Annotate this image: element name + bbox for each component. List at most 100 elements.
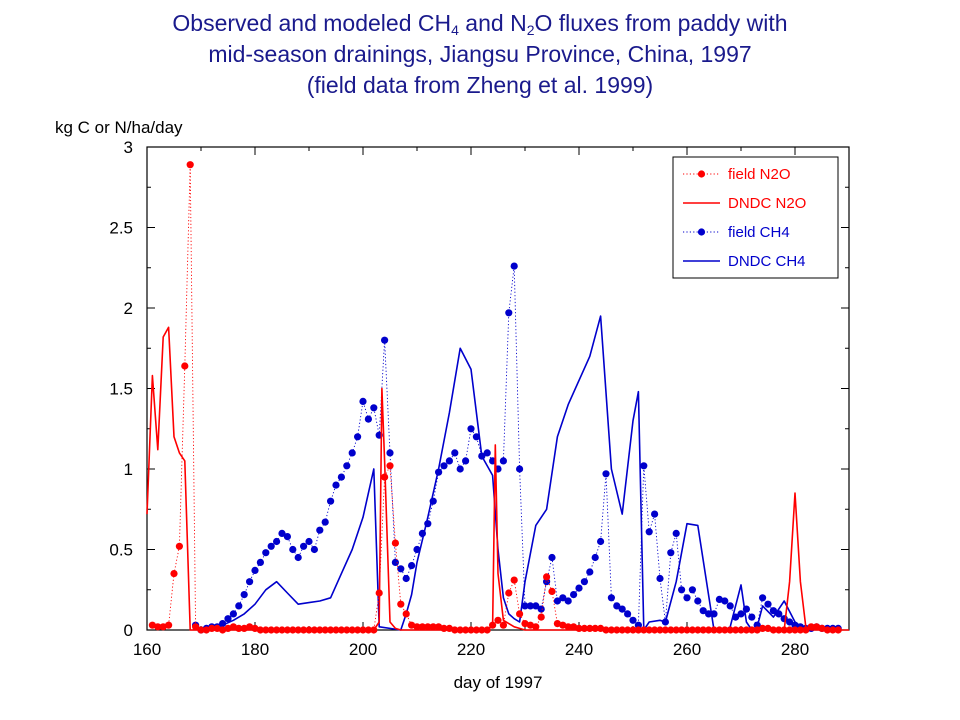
point-field-n2o <box>246 623 254 631</box>
legend-item-dndc-ch4: DNDC CH4 <box>683 253 806 270</box>
point-field-ch4 <box>294 553 302 562</box>
point-field-n2o <box>397 600 405 608</box>
point-field-n2o <box>424 623 432 631</box>
point-field-n2o <box>159 623 167 631</box>
point-field-ch4 <box>570 591 578 599</box>
point-field-n2o <box>435 623 443 631</box>
point-field-n2o <box>532 623 540 631</box>
x-tick-label: 240 <box>565 640 593 659</box>
point-field-ch4 <box>327 497 335 505</box>
point-field-ch4 <box>472 433 480 441</box>
point-field-ch4 <box>580 578 589 586</box>
series-dndc-ch4 <box>200 315 807 631</box>
legend-label: DNDC N2O <box>728 195 806 212</box>
legend-label: field N2O <box>728 166 791 183</box>
point-field-ch4 <box>224 615 232 623</box>
point-field-ch4 <box>726 602 734 610</box>
point-field-ch4 <box>786 618 794 626</box>
point-field-ch4 <box>591 553 599 562</box>
y-axis-label: kg C or N/ha/day <box>55 118 183 137</box>
point-field-n2o <box>429 623 437 631</box>
point-field-n2o <box>510 576 518 584</box>
point-field-ch4 <box>602 470 610 478</box>
point-field-n2o <box>170 570 178 578</box>
point-field-ch4 <box>499 457 507 465</box>
point-field-ch4 <box>456 465 464 473</box>
y-tick-label: 1.5 <box>109 380 133 399</box>
point-field-ch4 <box>289 545 297 554</box>
point-field-n2o <box>813 623 821 631</box>
point-field-ch4 <box>354 433 362 441</box>
point-field-ch4 <box>235 602 243 610</box>
point-field-ch4 <box>262 549 270 557</box>
point-field-ch4 <box>267 542 275 550</box>
point-field-n2o <box>181 362 189 370</box>
point-field-n2o <box>526 621 535 629</box>
point-field-ch4 <box>553 597 562 605</box>
point-field-ch4 <box>413 545 421 554</box>
point-field-n2o <box>564 623 572 631</box>
point-field-n2o <box>413 623 421 631</box>
point-field-ch4 <box>256 558 264 567</box>
point-field-ch4 <box>640 462 648 470</box>
point-field-ch4 <box>445 457 453 465</box>
point-field-ch4 <box>678 586 686 594</box>
legend-item-dndc-n2o: DNDC N2O <box>683 195 806 212</box>
title-line-3: (field data from Zheng et al. 1999) <box>306 72 654 98</box>
series-layer <box>146 161 849 634</box>
point-field-ch4 <box>364 415 372 423</box>
line-field-ch4 <box>195 266 839 631</box>
point-field-ch4 <box>645 528 653 536</box>
x-tick-label: 220 <box>457 640 485 659</box>
point-field-ch4 <box>348 449 356 457</box>
point-field-ch4 <box>483 449 491 457</box>
point-field-n2o <box>516 610 524 618</box>
point-field-ch4 <box>505 309 513 317</box>
point-field-n2o <box>537 613 545 621</box>
point-field-ch4 <box>321 518 329 526</box>
point-field-ch4 <box>278 529 286 538</box>
point-field-n2o <box>386 462 394 470</box>
point-field-ch4 <box>240 591 248 599</box>
point-field-n2o <box>796 626 805 634</box>
point-field-ch4 <box>467 425 475 433</box>
y-tick-label: 0.5 <box>109 541 133 560</box>
axis-ticks: 160 180 200 220 240 260 280 0 0.5 1 1.5 2 2.5 3 <box>109 138 849 659</box>
point-field-n2o <box>148 621 156 629</box>
point-field-ch4 <box>359 397 367 405</box>
series-dndc-n2o <box>146 326 849 631</box>
point-field-ch4 <box>397 565 405 573</box>
point-field-n2o <box>521 620 529 628</box>
point-field-ch4 <box>408 562 416 570</box>
x-tick-label: 160 <box>133 640 161 659</box>
point-field-n2o <box>165 621 173 629</box>
point-field-ch4 <box>607 594 616 602</box>
line-dndc-n2o <box>146 326 849 631</box>
point-field-n2o <box>543 573 551 581</box>
point-field-ch4 <box>381 336 389 344</box>
point-field-ch4 <box>462 457 470 465</box>
point-field-ch4 <box>273 537 281 546</box>
point-field-n2o <box>186 161 194 169</box>
point-field-ch4 <box>391 558 399 567</box>
point-field-ch4 <box>510 262 518 270</box>
point-field-n2o <box>192 623 200 631</box>
point-field-ch4 <box>586 568 594 576</box>
point-field-ch4 <box>559 594 567 602</box>
point-field-ch4 <box>316 526 324 534</box>
point-field-ch4 <box>343 462 351 470</box>
point-field-ch4 <box>699 607 707 615</box>
x-axis-label: day of 1997 <box>454 673 543 692</box>
point-field-ch4 <box>337 473 345 481</box>
point-field-ch4 <box>651 510 659 518</box>
point-field-ch4 <box>715 595 724 604</box>
point-field-n2o <box>791 626 799 634</box>
point-field-ch4 <box>332 481 340 489</box>
point-field-n2o <box>418 623 426 631</box>
legend-item-field-ch4: field CH4 <box>683 224 790 241</box>
point-field-ch4 <box>705 610 713 618</box>
point-field-ch4 <box>532 602 540 610</box>
point-field-ch4 <box>694 597 702 605</box>
point-field-ch4 <box>748 613 756 621</box>
